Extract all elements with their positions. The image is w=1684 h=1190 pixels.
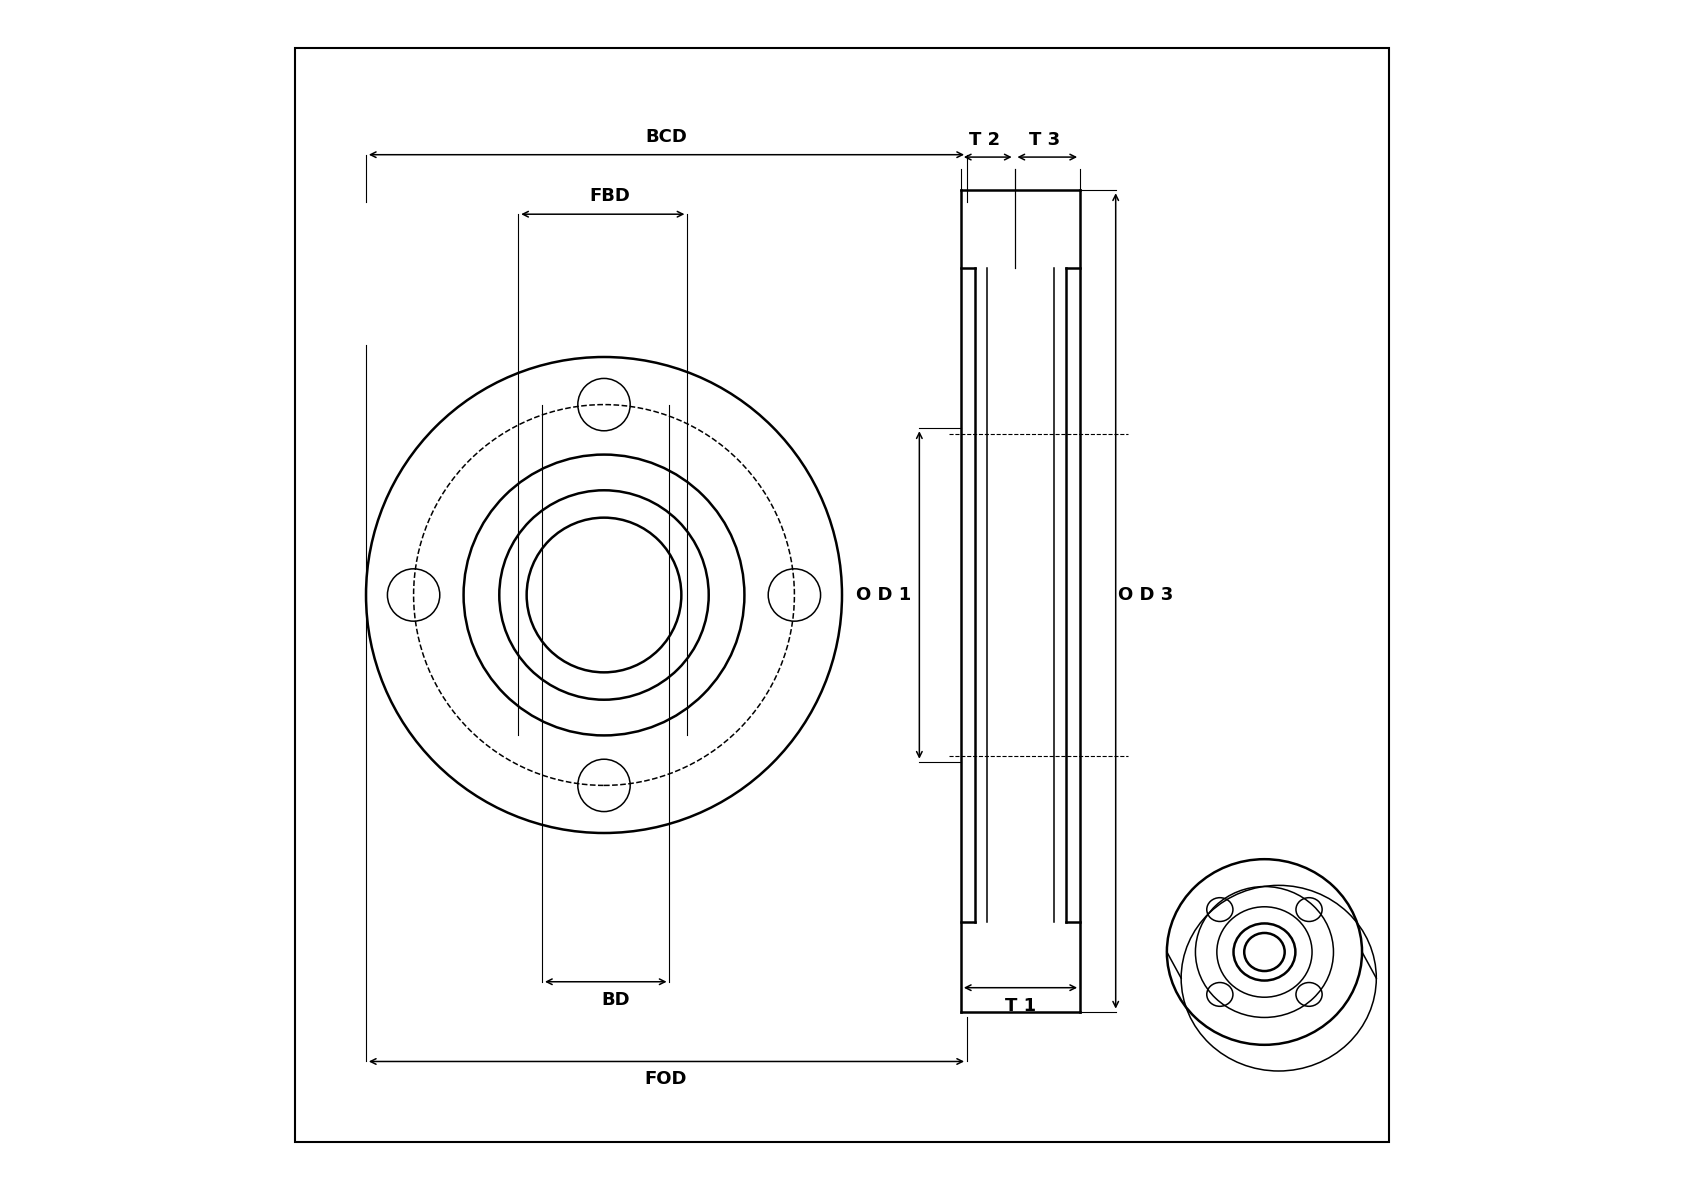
- Text: T 3: T 3: [1029, 131, 1059, 150]
- Text: BD: BD: [601, 990, 630, 1009]
- Text: T 2: T 2: [970, 131, 1000, 150]
- Text: O D 1: O D 1: [855, 585, 911, 605]
- Text: FOD: FOD: [645, 1070, 687, 1089]
- Text: T 1: T 1: [1005, 996, 1036, 1015]
- Text: BCD: BCD: [645, 127, 687, 146]
- Text: FBD: FBD: [589, 187, 630, 206]
- Text: O D 3: O D 3: [1118, 585, 1174, 605]
